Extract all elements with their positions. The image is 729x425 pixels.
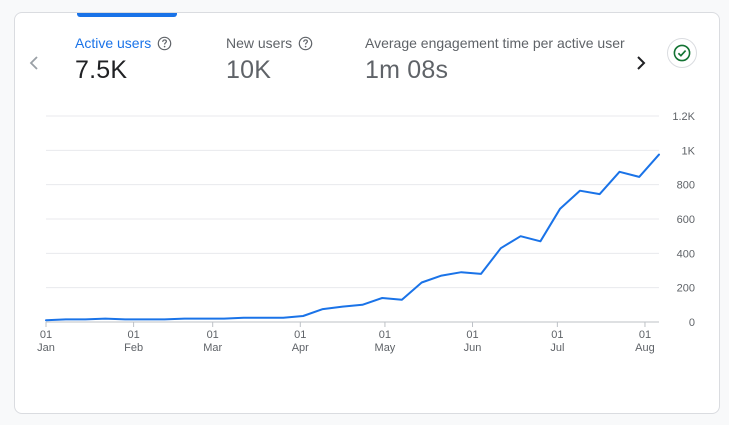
x-tick-month: Jan xyxy=(37,342,55,354)
y-tick-label: 1.2K xyxy=(672,111,695,123)
metric-label: New users xyxy=(226,35,293,51)
series-line-active-users xyxy=(45,153,660,322)
y-tick-label: 200 xyxy=(677,283,695,295)
metric-value: 10K xyxy=(226,56,272,84)
x-tick-month: Aug xyxy=(635,342,655,354)
x-tick-month: May xyxy=(375,342,396,354)
x-tick-day: 01 xyxy=(40,329,52,341)
x-tick-month: Jul xyxy=(550,342,564,354)
y-tick-label: 400 xyxy=(677,248,695,260)
metric-label: Average engagement time per active user xyxy=(365,35,625,51)
x-tick-day: 01 xyxy=(466,329,478,341)
help-icon[interactable] xyxy=(157,36,172,51)
status-check-button[interactable] xyxy=(667,38,697,68)
analytics-card: Active users 7.5K New users 10K Average … xyxy=(14,12,720,414)
help-icon[interactable] xyxy=(298,36,313,51)
x-tick-month: Jun xyxy=(464,342,482,354)
x-tick-day: 01 xyxy=(127,329,139,341)
metric-value: 7.5K xyxy=(75,56,128,84)
metric-tab-active-users[interactable]: Active users 7.5K xyxy=(75,35,172,85)
metric-tab-average-engagement-time[interactable]: Average engagement time per active user … xyxy=(365,35,625,85)
x-tick-day: 01 xyxy=(207,329,219,341)
y-tick-label: 0 xyxy=(689,317,695,329)
next-metrics-button[interactable] xyxy=(629,51,653,75)
x-tick-day: 01 xyxy=(639,329,651,341)
y-tick-label: 800 xyxy=(677,180,695,192)
x-tick-day: 01 xyxy=(551,329,563,341)
chevron-right-icon xyxy=(637,56,646,70)
x-tick-day: 01 xyxy=(379,329,391,341)
metric-label: Active users xyxy=(75,35,152,51)
x-tick-month: Apr xyxy=(292,342,309,354)
x-tick-month: Mar xyxy=(203,342,222,354)
active-tab-indicator xyxy=(77,13,177,17)
metric-tab-new-users[interactable]: New users 10K xyxy=(226,35,313,85)
previous-metrics-button[interactable] xyxy=(22,51,46,75)
active-users-line-chart: 02004006008001K1.2K01Jan01Feb01Mar01Apr0… xyxy=(37,111,696,354)
x-tick-day: 01 xyxy=(294,329,306,341)
y-tick-label: 1K xyxy=(682,145,696,157)
metric-value: 1m 08s xyxy=(365,56,449,84)
check-circle-icon xyxy=(673,44,691,62)
x-tick-month: Feb xyxy=(124,342,143,354)
chevron-left-icon xyxy=(29,56,38,70)
y-tick-label: 600 xyxy=(677,214,695,226)
